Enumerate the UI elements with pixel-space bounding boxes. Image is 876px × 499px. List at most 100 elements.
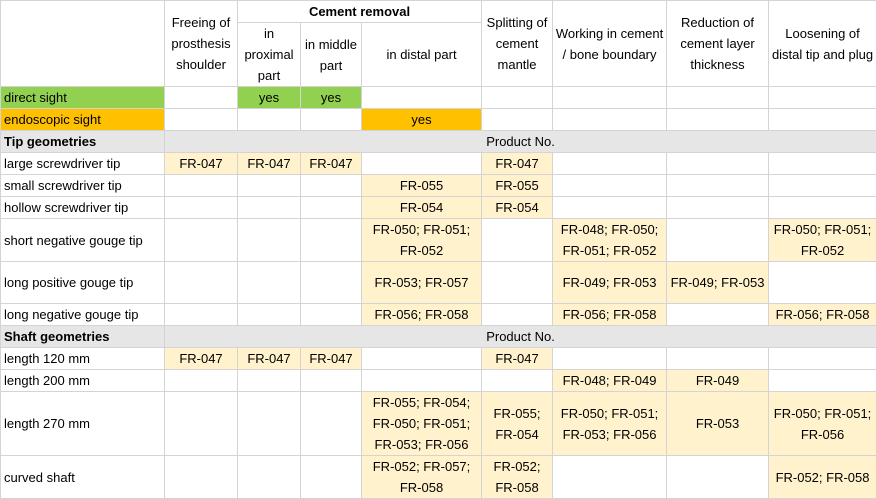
row-label: long negative gouge tip	[1, 304, 165, 326]
row-label: small screwdriver tip	[1, 175, 165, 197]
table-cell: FR-048; FR-049	[553, 370, 667, 392]
table-cell	[553, 197, 667, 219]
table-cell	[482, 262, 553, 304]
table-cell	[482, 304, 553, 326]
table-cell: FR-053	[667, 392, 769, 456]
table-cell	[165, 304, 238, 326]
table-cell: FR-053; FR-057	[362, 262, 482, 304]
corner-cell	[1, 1, 165, 87]
table-cell	[165, 370, 238, 392]
table-cell	[362, 153, 482, 175]
table-cell	[667, 304, 769, 326]
row-label: long positive gouge tip	[1, 262, 165, 304]
table-cell	[238, 392, 301, 456]
table-cell	[667, 348, 769, 370]
col-header-splitting: Splitting of cement mantle	[482, 1, 553, 87]
table-cell	[165, 392, 238, 456]
table-cell	[769, 175, 876, 197]
table-cell: FR-047	[301, 348, 362, 370]
table-cell	[553, 456, 667, 499]
col-header-reduction: Reduction of cement layer thickness	[667, 1, 769, 87]
table-cell	[238, 175, 301, 197]
table-cell	[301, 175, 362, 197]
row-label: length 200 mm	[1, 370, 165, 392]
table-cell	[667, 456, 769, 499]
table-cell	[769, 197, 876, 219]
table-cell: FR-047	[165, 153, 238, 175]
direct-sight-proximal: yes	[238, 87, 301, 109]
col-header-cement-removal: Cement removal	[238, 1, 482, 23]
row-label: length 120 mm	[1, 348, 165, 370]
table-cell	[667, 153, 769, 175]
product-no-header: Product No.	[165, 131, 876, 153]
col-header-middle: in middle part	[301, 23, 362, 87]
section-shaft-geometries: Shaft geometries	[1, 326, 165, 348]
col-header-loosening: Loosening of distal tip and plug	[769, 1, 876, 87]
table-cell: FR-055; FR-054	[482, 392, 553, 456]
product-no-header: Product No.	[165, 326, 876, 348]
table-cell	[769, 348, 876, 370]
table-cell: FR-055	[362, 175, 482, 197]
table-cell	[301, 219, 362, 262]
table-cell: FR-055; FR-054; FR-050; FR-051; FR-053; …	[362, 392, 482, 456]
table-cell: FR-049	[667, 370, 769, 392]
table-cell: FR-056; FR-058	[553, 304, 667, 326]
row-label: large screwdriver tip	[1, 153, 165, 175]
table-cell	[362, 370, 482, 392]
table-cell: FR-047	[301, 153, 362, 175]
col-header-proximal: in proximal part	[238, 23, 301, 87]
direct-sight-label: direct sight	[1, 87, 165, 109]
table-cell: FR-047	[165, 348, 238, 370]
endoscopic-sight-distal: yes	[362, 109, 482, 131]
table-cell	[301, 392, 362, 456]
table-cell	[667, 175, 769, 197]
table-cell	[769, 370, 876, 392]
table-cell	[553, 153, 667, 175]
table-cell	[553, 348, 667, 370]
table-cell	[238, 219, 301, 262]
table-cell: FR-055	[482, 175, 553, 197]
table-cell	[165, 197, 238, 219]
table-cell	[362, 348, 482, 370]
table-cell	[769, 262, 876, 304]
table-cell	[301, 262, 362, 304]
table-cell: FR-050; FR-051; FR-056	[769, 392, 876, 456]
table-cell	[482, 370, 553, 392]
table-cell: FR-054	[482, 197, 553, 219]
endoscopic-sight-label: endoscopic sight	[1, 109, 165, 131]
table-cell: FR-050; FR-051; FR-052	[769, 219, 876, 262]
col-header-distal: in distal part	[362, 23, 482, 87]
table-cell	[165, 262, 238, 304]
table-cell	[667, 197, 769, 219]
table-cell	[165, 219, 238, 262]
table-cell	[301, 370, 362, 392]
table-cell	[165, 456, 238, 499]
row-label: short negative gouge tip	[1, 219, 165, 262]
table-cell	[238, 370, 301, 392]
table-cell	[238, 456, 301, 499]
table-cell: FR-052; FR-057; FR-058	[362, 456, 482, 499]
table-cell: FR-056; FR-058	[769, 304, 876, 326]
table-cell	[482, 219, 553, 262]
table-cell	[301, 304, 362, 326]
table-cell: FR-047	[238, 153, 301, 175]
section-tip-geometries: Tip geometries	[1, 131, 165, 153]
table-cell	[769, 153, 876, 175]
table-cell: FR-047	[482, 348, 553, 370]
direct-sight-middle: yes	[301, 87, 362, 109]
table-cell	[553, 175, 667, 197]
row-label: curved shaft	[1, 456, 165, 499]
table-cell: FR-056; FR-058	[362, 304, 482, 326]
col-header-freeing: Freeing of prosthesis shoulder	[165, 1, 238, 87]
table-cell: FR-047	[238, 348, 301, 370]
table-cell	[165, 175, 238, 197]
col-header-working: Working in cement / bone boundary	[553, 1, 667, 87]
table-cell	[667, 219, 769, 262]
table-cell: FR-052; FR-058	[769, 456, 876, 499]
row-label: length 270 mm	[1, 392, 165, 456]
table-cell: FR-049; FR-053	[553, 262, 667, 304]
table-cell: FR-048; FR-050; FR-051; FR-052	[553, 219, 667, 262]
table-cell	[238, 304, 301, 326]
table-cell: FR-049; FR-053	[667, 262, 769, 304]
